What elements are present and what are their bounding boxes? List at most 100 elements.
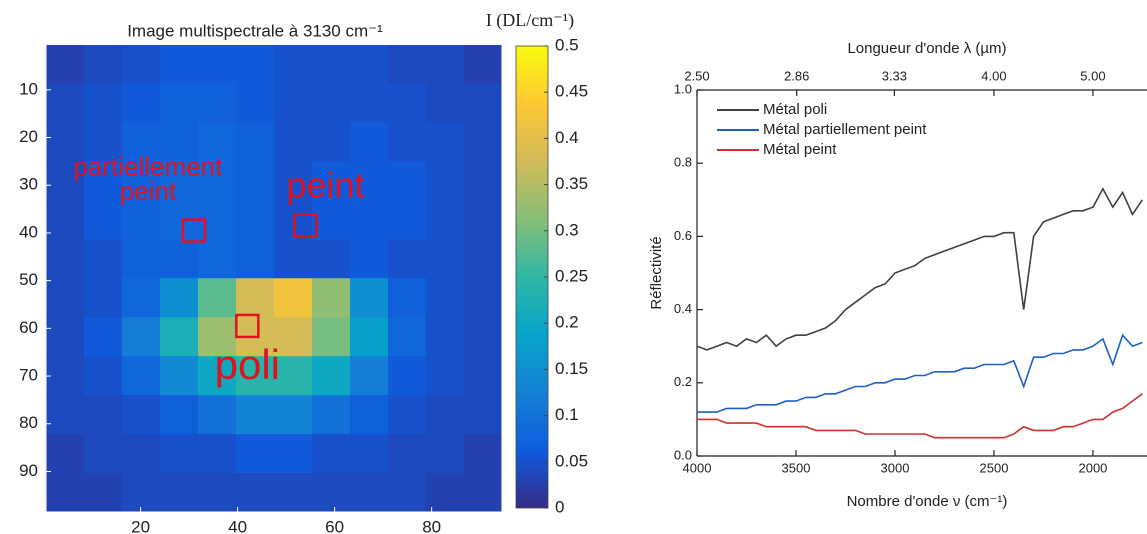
- heatmap-title: Image multispectrale à 3130 cm⁻¹: [127, 21, 383, 40]
- heatmap-cell: [426, 473, 465, 513]
- heatmap-cell: [122, 473, 161, 513]
- heatmap-cell: [198, 356, 237, 396]
- heatmap-cell: [274, 239, 313, 279]
- x-tick-label: 3500: [782, 460, 811, 475]
- heatmap-cell: [350, 83, 389, 123]
- region-box: [293, 213, 318, 239]
- heatmap-cell: [46, 278, 85, 318]
- heatmap-cell: [464, 278, 503, 318]
- heatmap-cell: [46, 317, 85, 357]
- x-tick-label: 60: [325, 517, 344, 534]
- colorbar-tick-label: 0.05: [555, 451, 588, 470]
- heatmap-cell: [426, 395, 465, 435]
- region-label: poli: [215, 341, 280, 388]
- heatmap-cell: [312, 83, 351, 123]
- heatmap-cell: [46, 44, 85, 84]
- colorbar-tick-label: 0.1: [555, 405, 579, 424]
- heatmap-cell: [84, 278, 123, 318]
- heatmap-cell: [388, 395, 427, 435]
- heatmap-cell: [388, 434, 427, 474]
- heatmap-cell: [350, 434, 389, 474]
- x2-tick-label: 4.00: [981, 68, 1006, 83]
- heatmap-cell: [236, 200, 275, 240]
- heatmap-cell: [312, 356, 351, 396]
- heatmap-cell: [312, 161, 351, 201]
- heatmap-cell: [350, 317, 389, 357]
- heatmap-cell: [46, 83, 85, 123]
- heatmap-cell: [350, 473, 389, 513]
- y-axis-label: Réflectivité: [648, 236, 665, 309]
- y-tick-label: 50: [19, 270, 38, 289]
- x-axis-label: Nombre d'onde ν (cm⁻¹): [847, 493, 1008, 510]
- x2-tick-label: 5.00: [1080, 68, 1105, 83]
- y-tick-label: 1.0: [674, 81, 692, 96]
- heatmap-cell: [464, 356, 503, 396]
- heatmap-cell: [274, 356, 313, 396]
- heatmap-cell: [464, 122, 503, 162]
- heatmap-cell: [122, 200, 161, 240]
- series-line: [697, 393, 1143, 439]
- heatmap-cell: [84, 473, 123, 513]
- heatmap-cell: [274, 434, 313, 474]
- heatmap-cell: [198, 317, 237, 357]
- x2-tick-label: 2.50: [684, 68, 709, 83]
- heatmap-cell: [426, 44, 465, 84]
- heatmap-cell: [350, 278, 389, 318]
- heatmap-cell: [388, 356, 427, 396]
- heatmap-cell: [160, 122, 199, 162]
- heatmap-cell: [274, 200, 313, 240]
- heatmap-cell: [236, 122, 275, 162]
- heatmap-cell: [160, 44, 199, 84]
- heatmap-cell: [350, 395, 389, 435]
- heatmap-cell: [198, 278, 237, 318]
- heatmap-cell: [46, 200, 85, 240]
- heatmap-cell: [122, 434, 161, 474]
- heatmap-cell: [350, 200, 389, 240]
- heatmap-cell: [312, 278, 351, 318]
- heatmap-cell: [464, 161, 503, 201]
- y-tick-label: 20: [19, 127, 38, 146]
- heatmap-cell: [46, 473, 85, 513]
- y-tick-label: 0.8: [674, 155, 692, 170]
- x-tick-label: 80: [422, 517, 441, 534]
- heatmap-cell: [46, 239, 85, 279]
- heatmap-cell: [312, 395, 351, 435]
- heatmap-cell: [198, 473, 237, 513]
- colorbar-tick-label: 0: [555, 497, 564, 516]
- colorbar: [515, 45, 549, 509]
- heatmap-cell: [274, 278, 313, 318]
- heatmap-cell: [160, 434, 199, 474]
- heatmap-cell: [312, 44, 351, 84]
- heatmap-cell: [160, 317, 199, 357]
- x-tick-label: 3000: [881, 460, 910, 475]
- heatmap-cell: [198, 83, 237, 123]
- x2-axis-label: Longueur d'onde λ (µm): [847, 40, 1006, 57]
- heatmap-cell: [84, 83, 123, 123]
- heatmap-cell: [84, 200, 123, 240]
- x-tick-label: 4000: [683, 460, 712, 475]
- x-tick-label: 2000: [1078, 460, 1107, 475]
- heatmap-cell: [122, 317, 161, 357]
- heatmap-cell: [464, 44, 503, 84]
- heatmap-cell: [388, 122, 427, 162]
- heatmap-cell: [388, 239, 427, 279]
- heatmap-cell: [122, 161, 161, 201]
- heatmap-cell: [350, 161, 389, 201]
- heatmap-cell: [84, 434, 123, 474]
- heatmap-cell: [388, 200, 427, 240]
- legend-label: Métal peint: [763, 141, 837, 158]
- colorbar-tick-label: 0.25: [555, 266, 588, 285]
- heatmap-cell: [274, 395, 313, 435]
- heatmap-cell: [160, 356, 199, 396]
- y-tick-label: 30: [19, 175, 38, 194]
- colorbar-tick-label: 0.2: [555, 313, 579, 332]
- heatmap-cell: [464, 395, 503, 435]
- y-tick-label: 0.6: [674, 228, 692, 243]
- heatmap-cell: [312, 317, 351, 357]
- colorbar-tick-label: 0.35: [555, 174, 588, 193]
- legend-label: Métal poli: [763, 101, 827, 118]
- heatmap-cell: [122, 122, 161, 162]
- heatmap-cell: [84, 161, 123, 201]
- heatmap-cell: [160, 278, 199, 318]
- heatmap-cell: [198, 161, 237, 201]
